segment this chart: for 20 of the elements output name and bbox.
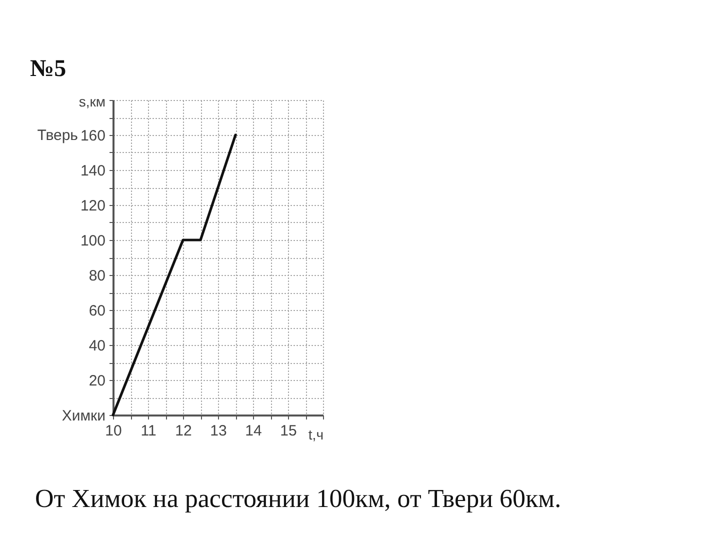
- x-tick-label: 13: [210, 422, 227, 440]
- x-tick-label: 12: [175, 422, 192, 440]
- y-tick-label: 60: [88, 302, 106, 320]
- y-axis-title: s,км: [78, 94, 106, 110]
- text: От Химок на расстоянии 100км, от Твери 60км.: [35, 484, 562, 514]
- y-tick-label: 100: [80, 232, 106, 250]
- y-tick-label: 40: [88, 338, 106, 354]
- chart-title: №5: [30, 56, 66, 82]
- y-tick-label: 160: [80, 128, 106, 144]
- y-tick-label: 140: [80, 162, 106, 180]
- y-tick-label: 80: [88, 268, 106, 284]
- x-tick-label: 15: [280, 422, 297, 440]
- x-tick-label: 10: [105, 422, 122, 440]
- y-tick-label: 120: [80, 198, 106, 214]
- y-tick-label: Химки: [62, 408, 106, 424]
- text: Тверь: [37, 127, 78, 144]
- y-tick-label: 20: [88, 372, 106, 390]
- x-axis-title: t,ч: [308, 426, 324, 442]
- x-tick-label: 14: [245, 422, 262, 440]
- x-tick-label: 11: [140, 422, 156, 440]
